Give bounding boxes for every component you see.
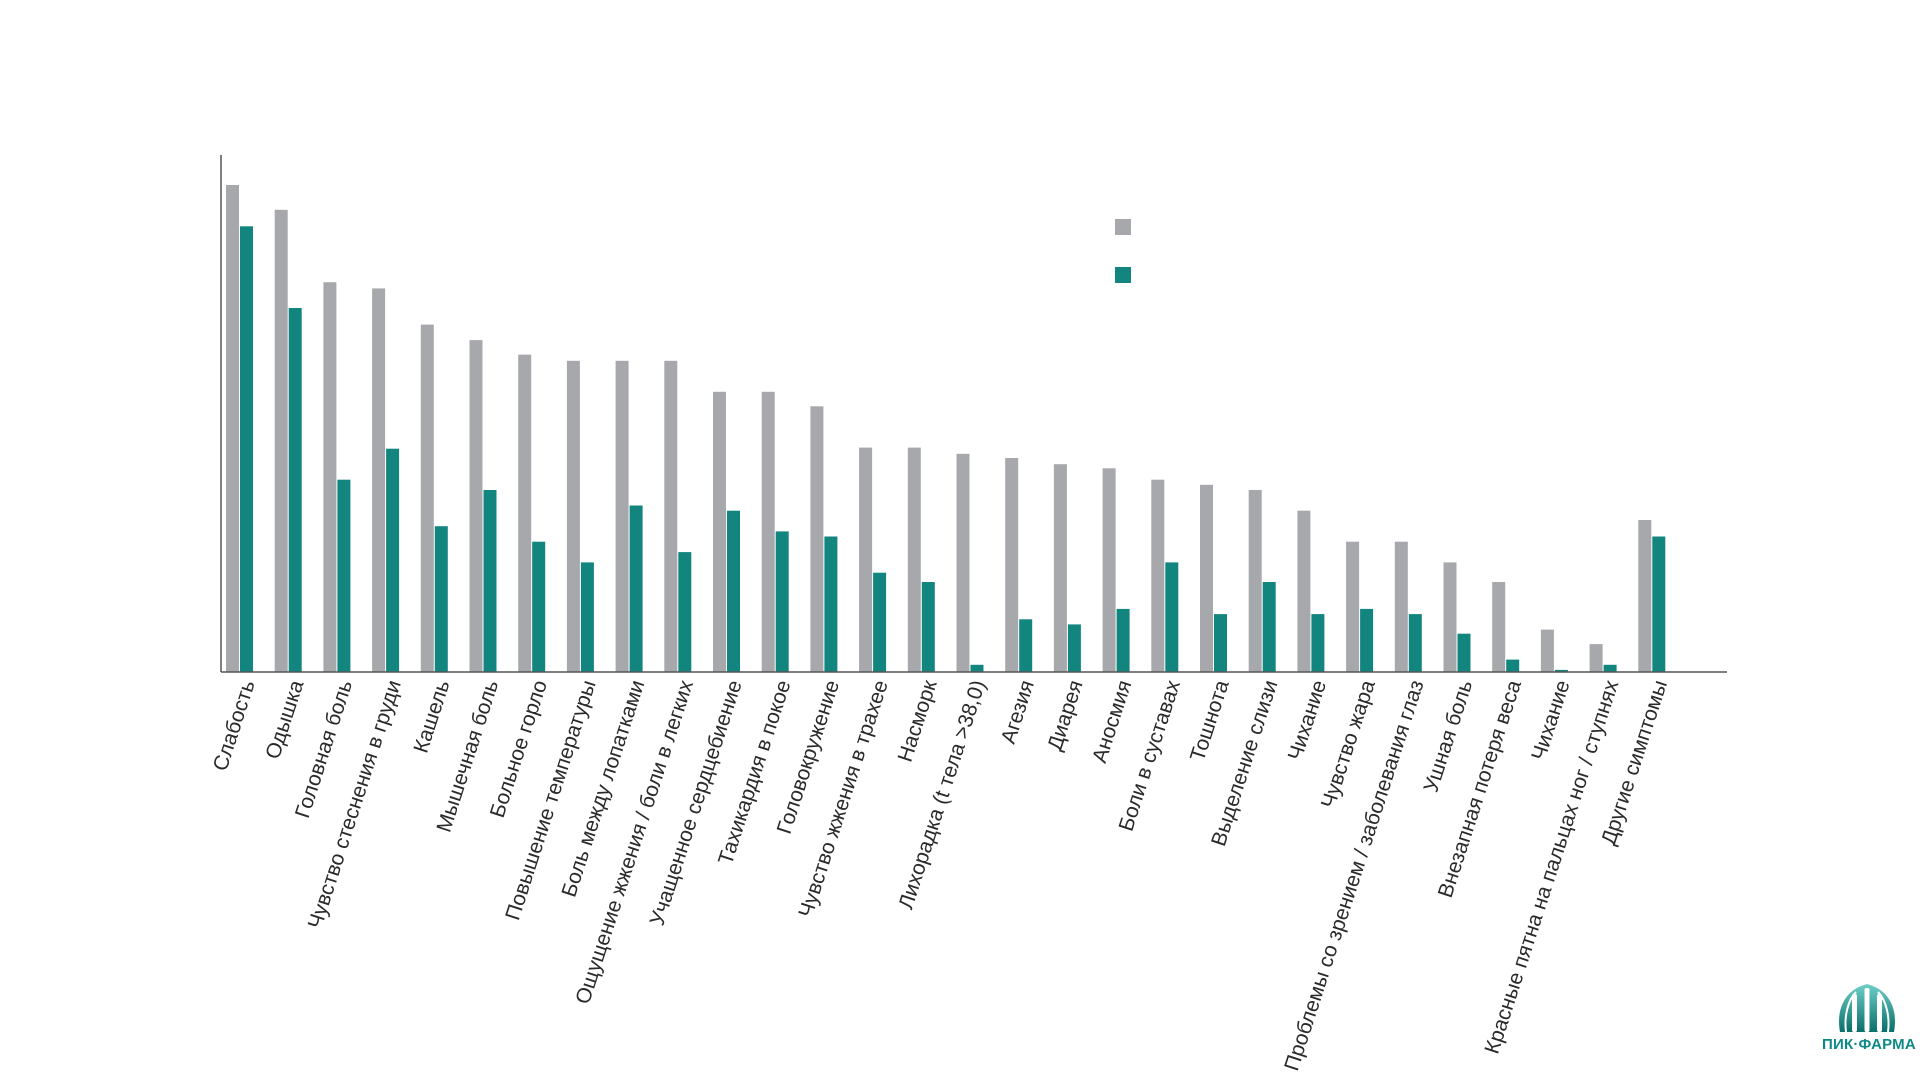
x-tick-label: Кашель [410, 677, 455, 755]
bar-series2-29 [1603, 664, 1617, 672]
bar-series2-17 [1019, 619, 1033, 672]
bar-series1-1 [226, 185, 239, 672]
x-tick-label: Аносмия [1088, 677, 1136, 765]
bar-series2-13 [824, 536, 838, 672]
legend-swatch-series2 [1115, 267, 1131, 283]
bar-series2-10 [678, 552, 692, 672]
bar-series2-27 [1506, 659, 1520, 672]
bar-series1-7 [518, 354, 532, 672]
x-tick-label: Насморк [894, 677, 942, 765]
x-tick-label: Агезия [997, 677, 1039, 746]
logo-text: ПИК·ФАРМА [1822, 1036, 1916, 1053]
bar-series1-20 [1151, 479, 1165, 672]
bar-series2-18 [1067, 624, 1081, 672]
x-tick-label: Диарея [1043, 677, 1087, 753]
bar-series1-10 [664, 360, 678, 672]
bar-series1-21 [1200, 484, 1213, 672]
bar-series2-2 [288, 308, 302, 672]
legend-swatch-series1 [1115, 219, 1131, 235]
bar-series2-4 [386, 448, 400, 672]
x-tick-label: Учащенное сердцебиение [646, 677, 747, 928]
bar-series2-12 [775, 531, 789, 672]
bar-series2-6 [483, 490, 497, 672]
bar-series1-16 [956, 453, 970, 672]
bar-series2-14 [873, 572, 887, 672]
bar-series2-11 [727, 510, 740, 672]
bar-series2-5 [434, 526, 448, 672]
bar-series1-9 [615, 360, 629, 672]
bars-layer [226, 185, 1666, 673]
x-tick-label: Чихание [1527, 677, 1574, 763]
bar-series2-19 [1116, 608, 1130, 672]
bar-series2-24 [1360, 608, 1374, 672]
bar-series2-30 [1652, 536, 1666, 672]
x-tick-label: Повышение температуры [501, 677, 600, 923]
x-tick-label: Чихание [1284, 677, 1331, 763]
bar-series1-17 [1005, 458, 1019, 672]
bar-series2-28 [1554, 669, 1568, 672]
bar-series2-9 [629, 505, 643, 672]
bar-series1-12 [761, 391, 775, 672]
bar-series1-15 [907, 447, 921, 672]
bar-series2-16 [970, 664, 984, 672]
bar-series1-27 [1492, 582, 1506, 672]
bar-series1-29 [1589, 644, 1603, 672]
x-tick-label: Одышка [261, 677, 308, 762]
bar-series2-20 [1165, 562, 1179, 672]
legend [1115, 219, 1131, 283]
pik-pharma-logo: ПИК·ФАРМА [1822, 980, 1916, 1062]
bar-series1-2 [274, 209, 288, 673]
x-tick-label: Чувство жжения в трахее [794, 677, 892, 920]
pik-pharma-logo-icon [1839, 984, 1895, 1033]
bar-series1-18 [1053, 464, 1067, 672]
bar-series1-30 [1638, 520, 1652, 672]
bar-series1-3 [323, 282, 337, 672]
x-tick-label: Тошнота [1186, 677, 1234, 764]
bar-series2-15 [921, 582, 935, 672]
bar-series1-19 [1102, 468, 1116, 672]
bar-series1-28 [1540, 629, 1554, 672]
bar-series2-7 [532, 541, 546, 672]
bar-series2-22 [1262, 582, 1276, 672]
bar-series1-24 [1346, 541, 1360, 672]
bar-series2-3 [337, 479, 351, 672]
x-tick-label: Слабость [209, 677, 260, 773]
axes-layer [220, 155, 1727, 673]
bar-series1-4 [372, 288, 386, 672]
bar-series2-1 [240, 226, 253, 673]
bar-series2-25 [1408, 614, 1422, 672]
bar-series1-25 [1394, 541, 1408, 672]
bar-series1-22 [1248, 490, 1262, 672]
x-tick-label: Ушная боль [1419, 677, 1477, 795]
bar-series1-8 [566, 360, 580, 672]
bar-series2-23 [1311, 614, 1325, 672]
bar-series2-26 [1457, 633, 1471, 672]
bar-series1-13 [810, 406, 824, 672]
bar-series2-21 [1214, 614, 1227, 672]
bar-series1-14 [859, 447, 873, 672]
x-tick-label: Чувство стеснения в груди [304, 677, 406, 931]
bar-series1-11 [713, 391, 726, 672]
bar-series1-5 [420, 324, 434, 672]
bar-series2-8 [580, 562, 594, 672]
bar-series1-23 [1297, 510, 1311, 672]
bar-series1-26 [1443, 562, 1457, 672]
bar-series1-6 [469, 340, 483, 672]
